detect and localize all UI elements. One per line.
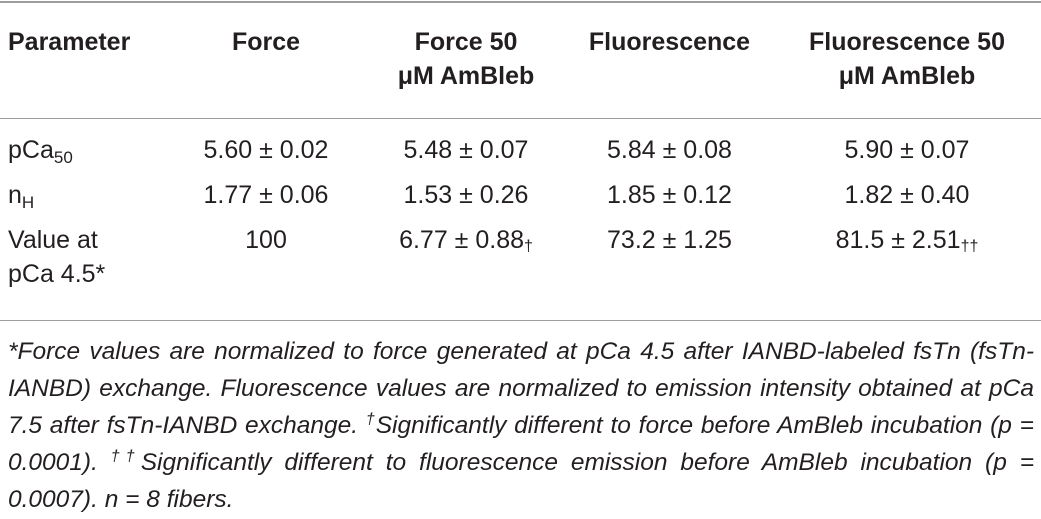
table-row: pCa50 5.60 ± 0.02 5.48 ± 0.07 5.84 ± 0.0…: [0, 118, 1041, 167]
double-dagger-mark: ††: [960, 238, 979, 255]
table-row: nH 1.77 ± 0.06 1.53 ± 0.26 1.85 ± 0.12 1…: [0, 167, 1041, 212]
fluorescence-ambleb-cell: 1.82 ± 0.40: [844, 181, 970, 209]
fluorescence-cell: 5.84 ± 0.08: [607, 136, 732, 164]
force-cell: 100: [245, 226, 287, 254]
force-cell: 5.60 ± 0.02: [203, 136, 329, 164]
fluorescence-ambleb-cell: 81.5 ± 2.51††: [835, 226, 979, 255]
header-parameter: Parameter: [8, 28, 131, 56]
fluorescence-ambleb-cell: 5.90 ± 0.07: [844, 136, 970, 164]
bottom-rule: [0, 320, 1041, 321]
top-rule: [0, 1, 1041, 3]
force-cell: 1.77 ± 0.06: [203, 181, 329, 209]
header-rule: [0, 118, 1041, 119]
force-ambleb-cell: 5.48 ± 0.07: [403, 136, 529, 164]
dagger-mark: †: [524, 238, 533, 255]
force-ambleb-cell: 6.77 ± 0.88†: [399, 226, 533, 255]
results-table: Parameter Force Force 50 μM AmBleb Fluore…: [0, 3, 1041, 291]
table-row: Value at pCa 4.5* 100 6.77 ± 0.88† 73.2 ±…: [0, 212, 1041, 291]
fluorescence-cell: 1.85 ± 0.12: [607, 181, 732, 209]
header-force-ambleb: Force 50 μM AmBleb: [397, 28, 535, 90]
header-fluorescence-ambleb: Fluorescence 50 μM AmBleb: [809, 28, 1005, 90]
param-cell: nH: [8, 181, 35, 212]
table-footnote: *Force values are normalized to force ge…: [8, 338, 1034, 513]
force-ambleb-cell: 1.53 ± 0.26: [403, 181, 529, 209]
fluorescence-cell: 73.2 ± 1.25: [607, 226, 732, 254]
header-row: Parameter Force Force 50 μM AmBleb Fluore…: [0, 3, 1041, 118]
header-force: Force: [231, 28, 301, 56]
param-cell: Value at pCa 4.5*: [8, 226, 106, 288]
header-fluorescence: Fluorescence: [588, 28, 751, 56]
param-cell: pCa50: [8, 136, 73, 167]
